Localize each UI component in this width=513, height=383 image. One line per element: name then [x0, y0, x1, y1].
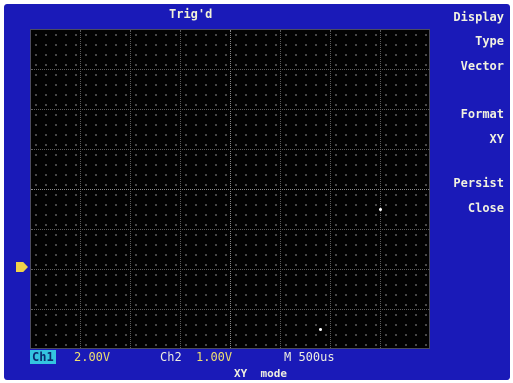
menu-format-value[interactable]: XY — [489, 132, 504, 146]
xy-trace-point — [379, 208, 382, 211]
ch2-volts-per-div: 1.00V — [196, 350, 233, 364]
menu-title: Display — [453, 10, 504, 24]
side-menu: Display Type Vector Format XY Persist Cl… — [434, 4, 510, 380]
ch1-badge: Ch1 — [30, 350, 56, 364]
center-gridline-horizontal — [31, 189, 429, 190]
menu-format-label[interactable]: Format — [460, 107, 504, 121]
ch1-level-marker-icon[interactable] — [16, 262, 28, 272]
menu-type-value[interactable]: Vector — [460, 59, 504, 73]
mode-label: XY mode — [234, 367, 287, 380]
gridline — [31, 269, 429, 270]
gridline — [31, 69, 429, 70]
menu-persist-label[interactable]: Persist — [453, 176, 504, 190]
gridline — [31, 309, 429, 310]
ch2-label: Ch2 — [160, 350, 182, 364]
waveform-screen — [30, 29, 430, 349]
trigger-status: Trig'd — [169, 7, 213, 21]
oscilloscope-display: Trig'd T Display Type Vector Format XY P… — [4, 4, 510, 380]
gridline — [31, 109, 429, 110]
timebase: M 500us — [284, 350, 335, 364]
ch1-volts-per-div: 2.00V — [74, 350, 111, 364]
menu-persist-value[interactable]: Close — [467, 201, 504, 215]
gridline — [31, 229, 429, 230]
status-bar: Ch1 2.00V Ch2 1.00V M 500us — [30, 349, 430, 365]
xy-trace-point — [319, 328, 322, 331]
gridline — [31, 149, 429, 150]
menu-type-label[interactable]: Type — [475, 34, 504, 48]
